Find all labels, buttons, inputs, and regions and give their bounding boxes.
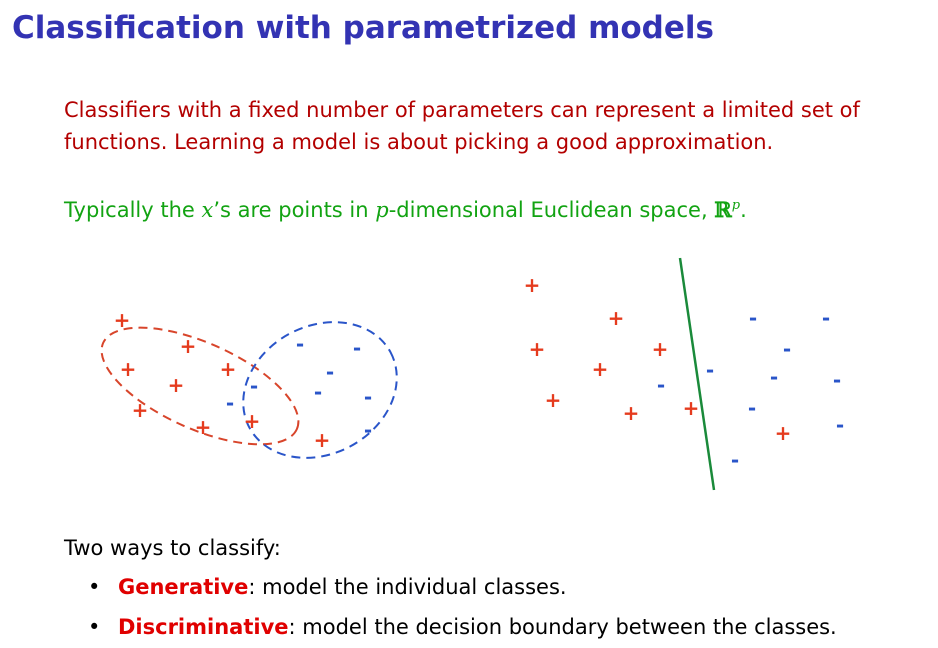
minus-point: - (296, 332, 304, 356)
plus-point: + (545, 388, 562, 412)
minus-class-ellipse (242, 321, 398, 459)
minus-point: - (783, 337, 791, 361)
minus-point: - (364, 418, 372, 442)
minus-point: - (326, 360, 334, 384)
typical-prefix: Typically the (64, 198, 202, 222)
typical-end: . (740, 198, 747, 222)
minus-point: - (226, 391, 234, 415)
plus-point: + (180, 334, 197, 358)
plus-point: + (114, 308, 131, 332)
minus-point: - (353, 336, 361, 360)
decision-boundary-line (678, 257, 716, 491)
minus-point: - (822, 306, 830, 330)
plus-point: + (244, 409, 261, 433)
plus-point: + (314, 428, 331, 452)
minus-point: - (833, 368, 841, 392)
plus-point: + (608, 306, 625, 330)
minus-point: - (657, 373, 665, 397)
term-discriminative: Discriminative (118, 615, 289, 639)
classification-bullets: • Generative: model the individual classe… (88, 567, 837, 647)
bullet-text: : model the decision boundary between th… (288, 615, 837, 639)
plus-point: + (683, 396, 700, 420)
space-exponent: p (731, 198, 741, 213)
euclidean-space-sentence: Typically the x’s are points in p-dimens… (64, 197, 747, 222)
discriminative-panel: + + + + + + + + + - - - - - - - - - - (524, 257, 844, 491)
plus-point: + (592, 357, 609, 381)
typical-mid2: -dimensional Euclidean space, (388, 198, 715, 222)
plus-point: + (652, 337, 669, 361)
plus-point: + (623, 401, 640, 425)
minus-point: - (314, 380, 322, 404)
plus-point: + (220, 357, 237, 381)
typical-mid1: ’s are points in (213, 198, 376, 222)
bullet-dot: • (88, 575, 101, 599)
minus-point: - (731, 448, 739, 472)
minus-point: - (749, 306, 757, 330)
minus-point: - (706, 358, 714, 382)
real-space-symbol: ℝ (714, 197, 732, 222)
bullet-text: : model the individual classes. (248, 575, 567, 599)
plus-point: + (775, 421, 792, 445)
bullet-discriminative: • Discriminative: model the decision boun… (88, 607, 837, 647)
minus-point: - (364, 385, 372, 409)
bullet-dot: • (88, 615, 101, 639)
bullet-generative: • Generative: model the individual classe… (88, 567, 837, 607)
generative-panel: + + + + + + + + + - - - - - - - - (100, 308, 398, 459)
ways-heading: Two ways to classify: (64, 536, 281, 560)
intro-paragraph: Classifiers with a fixed number of param… (64, 98, 860, 154)
var-x: x (201, 198, 214, 222)
var-p: p (375, 198, 389, 222)
plus-point: + (120, 357, 137, 381)
minus-point: - (250, 374, 258, 398)
term-generative: Generative (118, 575, 249, 599)
plus-point: + (524, 273, 541, 297)
plus-point: + (529, 337, 546, 361)
minus-point: - (770, 365, 778, 389)
slide-title: Classification with parametrized models (12, 10, 714, 46)
plus-point: + (132, 398, 149, 422)
minus-point: - (748, 396, 756, 420)
minus-point: - (836, 413, 844, 437)
plus-class-ellipse (100, 326, 300, 446)
plus-point: + (168, 373, 185, 397)
plus-point: + (195, 415, 212, 439)
